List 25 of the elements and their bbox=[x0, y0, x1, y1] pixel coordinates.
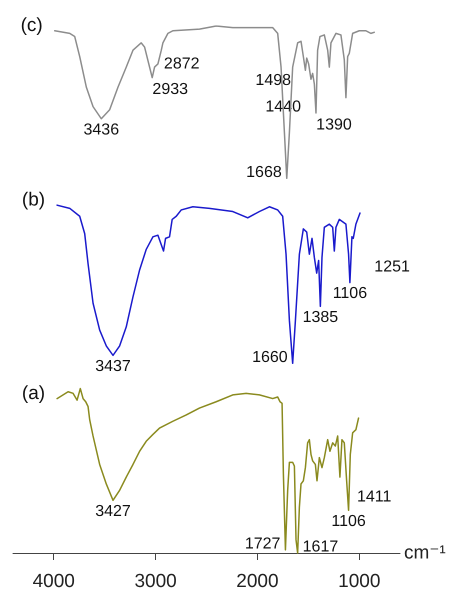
annotation: 1668 bbox=[246, 164, 282, 181]
annotation: 1106 bbox=[331, 512, 366, 530]
annotation: 1411 bbox=[357, 488, 392, 506]
annotation: 2933 bbox=[152, 81, 188, 98]
annotation: 3437 bbox=[95, 358, 131, 375]
annotation: 1440 bbox=[265, 98, 302, 116]
annotation: 1660 bbox=[252, 348, 288, 366]
x-tick-label: 2000 bbox=[236, 571, 279, 592]
series-label: (b) bbox=[22, 190, 46, 211]
annotation: 3436 bbox=[84, 121, 120, 138]
x-axis-title: cm⁻¹ bbox=[404, 542, 446, 564]
annotation: 1727 bbox=[244, 535, 281, 552]
series-label: (a) bbox=[22, 383, 46, 404]
annotation: 1106 bbox=[332, 285, 368, 302]
annotation: 3427 bbox=[95, 502, 131, 520]
x-tick-label: 4000 bbox=[32, 571, 75, 592]
annotation: 1385 bbox=[302, 308, 338, 326]
annotation: 1251 bbox=[374, 258, 410, 276]
annotation: 1390 bbox=[316, 116, 352, 134]
annotation: 1498 bbox=[255, 72, 292, 89]
series-label: (c) bbox=[20, 15, 43, 36]
x-tick-label: 3000 bbox=[134, 571, 177, 592]
annotation: 1617 bbox=[302, 538, 338, 556]
annotation: 2872 bbox=[164, 55, 200, 72]
x-tick-label: 1000 bbox=[338, 571, 380, 592]
